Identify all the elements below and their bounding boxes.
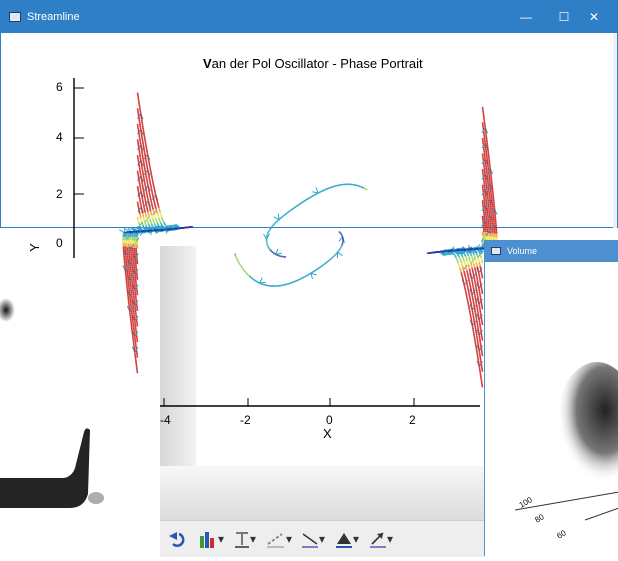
plot-title: Van der Pol Oscillator - Phase Portrait: [203, 56, 423, 71]
x-tick-label--4: -4: [160, 413, 171, 427]
undo-button[interactable]: [160, 527, 194, 551]
y-axis-label: Y: [27, 243, 42, 252]
chart-bottom-gradient: [160, 466, 484, 520]
chart-type-button[interactable]: ▾: [194, 527, 228, 551]
x-axis-label: X: [323, 426, 332, 441]
y-tick-label-0: 0: [56, 236, 63, 250]
chevron-down-icon: ▾: [250, 532, 256, 546]
streamline-plot: [80, 70, 540, 410]
line-style-icon: [266, 530, 286, 548]
window-right-edge: [613, 33, 617, 228]
window-title: Streamline: [27, 11, 80, 23]
y-tick-label-4: 4: [56, 130, 63, 144]
streamline-titlebar[interactable]: Streamline — ☐ ✕: [1, 1, 617, 33]
fill-icon: [335, 530, 353, 548]
y-tick-label-6: 6: [56, 80, 63, 94]
chevron-down-icon: ▾: [319, 532, 325, 546]
line-icon: [301, 530, 319, 548]
plot-title-bold: V: [203, 56, 212, 71]
line-style-button[interactable]: ▾: [262, 527, 296, 551]
arrow-button[interactable]: ▾: [364, 527, 398, 551]
x-tick-label--2: -2: [240, 413, 251, 427]
app-icon: [9, 12, 21, 22]
fill-button[interactable]: ▾: [330, 527, 364, 551]
undo-icon: [167, 530, 187, 548]
close-button[interactable]: ✕: [571, 1, 617, 33]
plot-title-rest: an der Pol Oscillator - Phase Portrait: [212, 56, 423, 71]
text-button[interactable]: ▾: [228, 527, 262, 551]
chevron-down-icon: ▾: [353, 532, 359, 546]
bar-chart-icon: [198, 530, 218, 548]
x-tick-label-2: 2: [409, 413, 416, 427]
y-tick-label-2: 2: [56, 187, 63, 201]
arrow-icon: [369, 530, 387, 548]
chevron-down-icon: ▾: [218, 532, 224, 546]
chevron-down-icon: ▾: [387, 532, 393, 546]
text-icon: [234, 530, 250, 548]
line-button[interactable]: ▾: [296, 527, 330, 551]
x-tick-label-0: 0: [326, 413, 333, 427]
formatting-toolbar: ▾ ▾ ▾ ▾ ▾ ▾: [160, 520, 484, 557]
chevron-down-icon: ▾: [286, 532, 292, 546]
